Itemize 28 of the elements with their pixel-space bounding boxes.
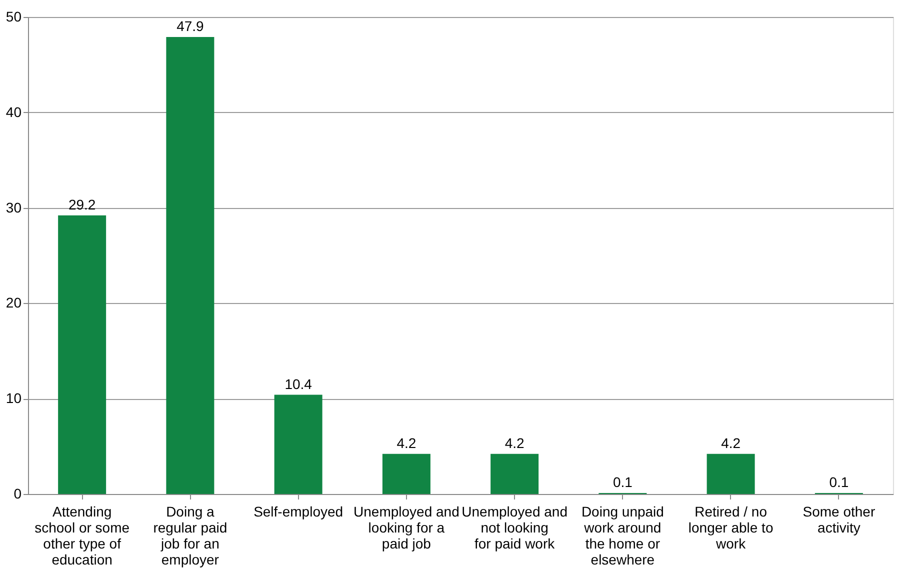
data-label: 4.2 [721, 434, 741, 451]
x-tick-label: Unemployed and not looking for paid work [462, 504, 568, 552]
x-tick-label: Self-employed [254, 504, 344, 520]
data-label: 29.2 [68, 196, 96, 212]
bar [490, 454, 539, 494]
y-tick-label: 10 [6, 390, 22, 406]
y-tick-label: 0 [14, 486, 22, 502]
bar [58, 215, 106, 494]
y-tick-label: 40 [6, 104, 22, 120]
data-label: 0.1 [829, 474, 849, 490]
bar [382, 454, 430, 494]
x-tick-label: Doing unpaid work around the home or elsewhere [581, 504, 664, 568]
x-tick-label: Some other activity [802, 504, 876, 536]
bar [274, 394, 322, 494]
x-tick-label: Unemployed and looking for a paid job [354, 504, 460, 552]
data-label: 4.2 [504, 434, 525, 451]
y-tick-label: 30 [6, 199, 22, 216]
data-label: 0.1 [612, 474, 633, 490]
x-tick-label: Doing a regular paid job for an employer [153, 504, 228, 568]
y-tick-label: 50 [6, 8, 22, 24]
data-label: 10.4 [284, 376, 312, 392]
x-tick-label: Retired / no longer able to work [688, 504, 774, 552]
bar [706, 454, 755, 494]
data-label: 4.2 [396, 434, 416, 451]
x-tick-label: Attending school or some other type of education [34, 504, 130, 568]
y-tick-label: 20 [6, 294, 22, 311]
data-label: 47.9 [176, 18, 204, 34]
bar [166, 37, 214, 494]
